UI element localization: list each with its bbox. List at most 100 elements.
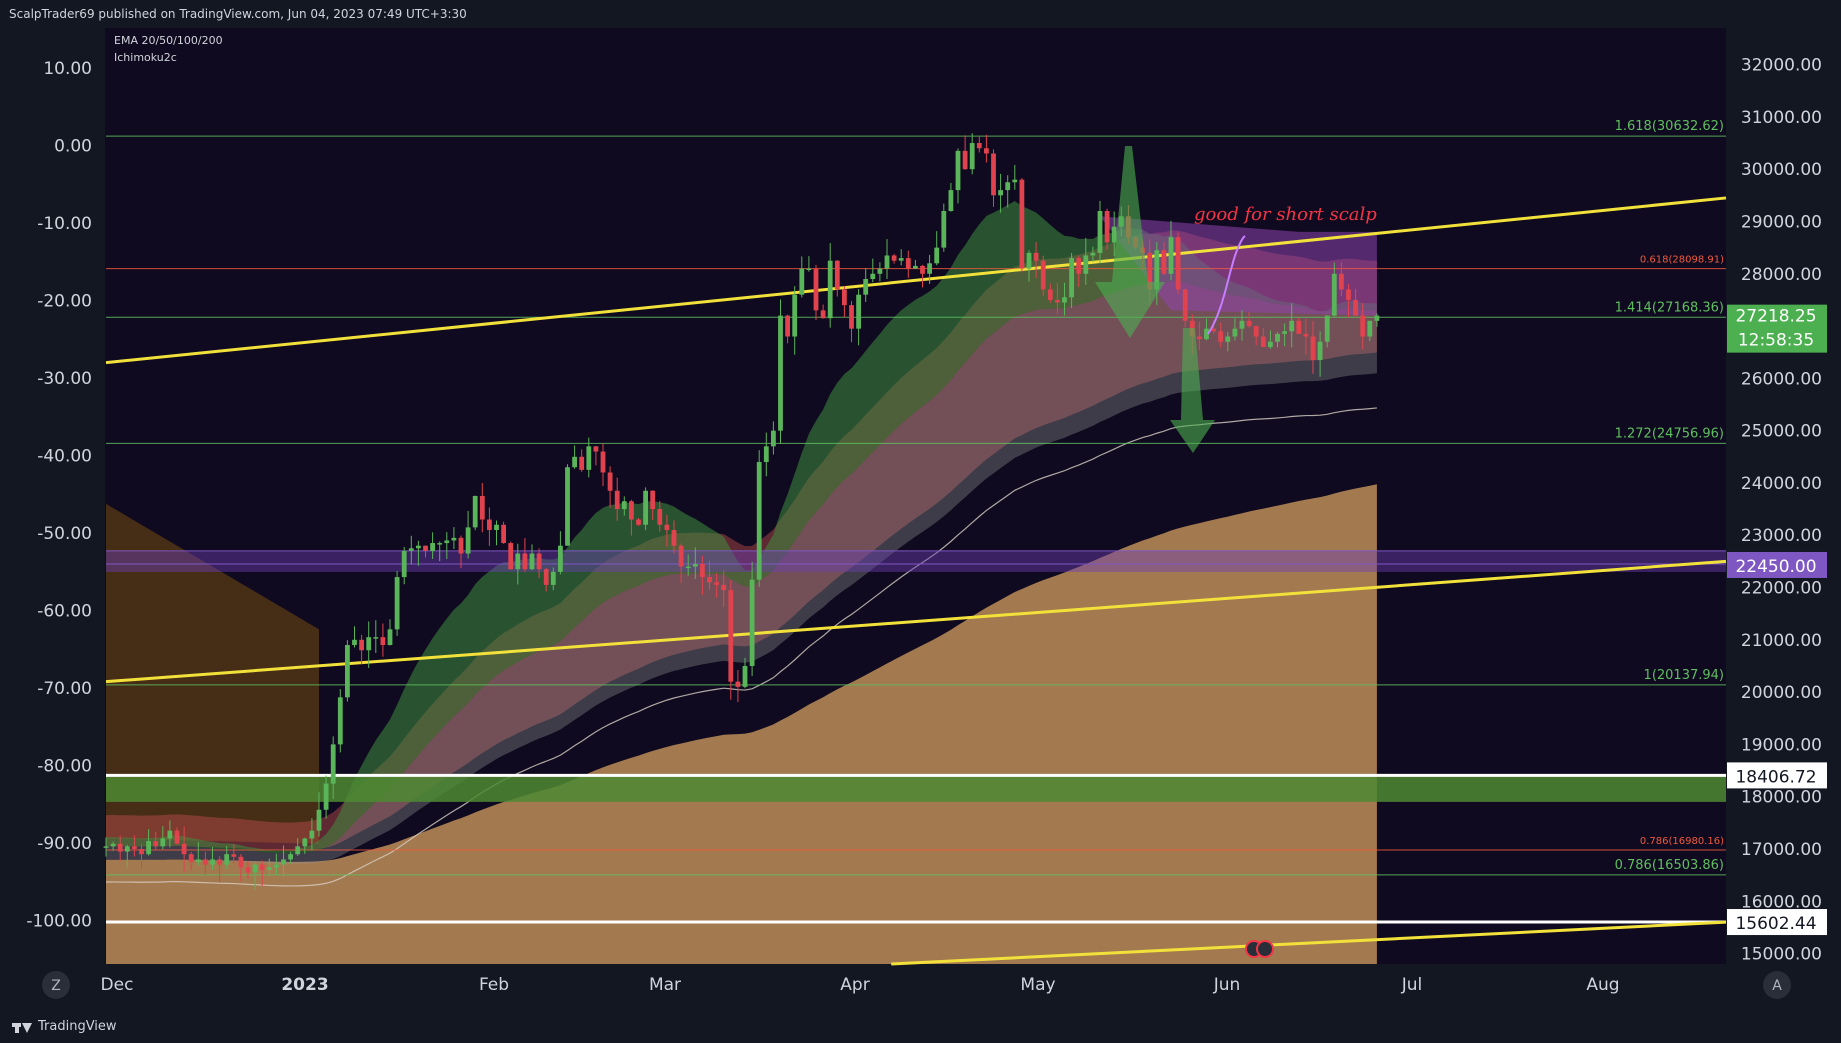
- candle-body-41: [394, 577, 400, 630]
- countdown-label: 12:58:35: [1738, 331, 1814, 351]
- chart[interactable]: 1.618(30632.62) 0.618(28098.91) 1.414(2716…: [0, 28, 1841, 1010]
- candle-body-12: [188, 854, 194, 863]
- indicator-legend: EMA 20/50/100/200 Ichimoku2c: [114, 34, 223, 64]
- a-button[interactable]: A: [1763, 971, 1791, 999]
- candle-body-18: [231, 854, 237, 857]
- candle-body-91: [749, 579, 755, 666]
- right-tick-4: 28000.00: [1741, 265, 1822, 285]
- right-axis-panel: [1726, 28, 1841, 1010]
- x-axis-ticks: Dec 2023 Feb Mar Apr May Jun Jul Aug: [101, 975, 1620, 995]
- candle-body-31: [323, 783, 329, 810]
- right-tick-6: 26000.00: [1741, 369, 1822, 389]
- candle-body-157: [1218, 331, 1224, 342]
- candle-body-2: [117, 843, 123, 852]
- candle-body-136: [1069, 258, 1074, 298]
- candle-body-44: [416, 545, 421, 549]
- candle-body-133: [1047, 289, 1053, 300]
- candle-body-53: [479, 496, 485, 520]
- x-tick-6: Jun: [1213, 975, 1241, 995]
- candles[interactable]: [103, 133, 1380, 890]
- candle-body-131: [1033, 252, 1039, 261]
- candle-body-175: [1346, 289, 1351, 300]
- candle-body-69: [593, 446, 599, 452]
- arrow-drawings[interactable]: [1095, 146, 1246, 453]
- candle-body-46: [430, 543, 435, 551]
- trendlines[interactable]: [105, 196, 1727, 966]
- candle-body-28: [302, 838, 308, 847]
- candle-body-148: [1154, 250, 1160, 290]
- right-tick-0: 32000.00: [1741, 56, 1822, 76]
- candle-body-40: [387, 629, 393, 646]
- candle-body-54: [487, 519, 492, 530]
- candle-body-13: [195, 859, 201, 863]
- candle-body-16: [217, 859, 222, 865]
- candle-body-169: [1303, 333, 1309, 337]
- candle-body-165: [1275, 333, 1280, 342]
- white-price-tag-1: [1727, 762, 1827, 789]
- candle-body-130: [1026, 252, 1032, 269]
- purple-price-tag: [1727, 551, 1827, 578]
- candle-body-95: [778, 315, 783, 431]
- left-tick-5: -40.00: [37, 447, 92, 467]
- x-tick-3: Mar: [649, 975, 681, 995]
- z-button[interactable]: Z: [42, 971, 70, 999]
- annotation-text[interactable]: good for short scalp: [1194, 204, 1377, 225]
- ema-100-line: [105, 407, 1377, 887]
- candle-body-37: [366, 637, 372, 651]
- fib-label-0: 1.618(30632.62): [1615, 119, 1724, 134]
- candle-body-107: [863, 278, 869, 295]
- candle-body-36: [359, 639, 364, 651]
- right-tick-14: 18000.00: [1741, 788, 1822, 808]
- candle-body-85: [707, 577, 712, 583]
- candle-body-62: [543, 569, 549, 585]
- fib-label-4: 1(20137.94): [1644, 668, 1724, 683]
- candle-body-52: [472, 496, 478, 528]
- candle-body-141: [1104, 211, 1110, 243]
- candle-body-61: [536, 553, 542, 570]
- candle-body-71: [607, 472, 613, 491]
- legend-ichimoku: Ichimoku2c: [114, 51, 177, 64]
- candle-body-35: [352, 639, 357, 646]
- white-price-label-2: 15602.44: [1735, 914, 1816, 934]
- candle-body-25: [281, 859, 286, 865]
- candle-body-171: [1317, 341, 1323, 361]
- candle-body-11: [181, 843, 187, 855]
- candle-body-72: [614, 490, 620, 510]
- candle-body-0: [103, 846, 109, 848]
- candle-body-93: [763, 446, 769, 463]
- white-price-label-1: 18406.72: [1735, 767, 1816, 787]
- candle-body-81: [678, 545, 684, 567]
- cloud-grey-band: [106, 281, 1377, 864]
- ema-200-fill: [106, 484, 1377, 964]
- candle-body-42: [401, 550, 407, 578]
- candle-body-103: [834, 260, 840, 290]
- candle-body-154: [1197, 336, 1202, 340]
- candle-body-76: [643, 490, 648, 525]
- candle-body-70: [600, 451, 606, 473]
- candle-body-14: [203, 859, 208, 865]
- candle-body-5: [139, 848, 144, 855]
- candle-body-127: [1005, 182, 1011, 191]
- last-price-tag: [1727, 304, 1827, 353]
- candle-body-3: [124, 846, 130, 852]
- candle-body-150: [1168, 237, 1174, 274]
- candle-body-152: [1182, 289, 1188, 321]
- candle-body-59: [522, 553, 528, 570]
- candle-body-24: [274, 864, 279, 868]
- candle-body-43: [408, 548, 414, 551]
- candle-body-99: [806, 268, 812, 271]
- candle-body-78: [657, 509, 663, 525]
- candle-body-33: [337, 697, 343, 745]
- candle-body-89: [735, 681, 741, 687]
- candle-body-75: [636, 519, 641, 525]
- left-tick-10: -90.00: [37, 834, 92, 854]
- candle-body-50: [458, 537, 464, 554]
- x-tick-4: Apr: [840, 975, 869, 995]
- fib-label-5: 0.786(16980.16): [1640, 836, 1724, 847]
- tradingview-brand[interactable]: TradingView: [12, 1019, 117, 1034]
- candle-body-164: [1268, 341, 1273, 347]
- trendline-lower: [891, 920, 1727, 966]
- event-flag-icon[interactable]: [1245, 940, 1274, 958]
- x-tick-1: 2023: [281, 975, 328, 995]
- right-tick-10: 22000.00: [1741, 579, 1822, 599]
